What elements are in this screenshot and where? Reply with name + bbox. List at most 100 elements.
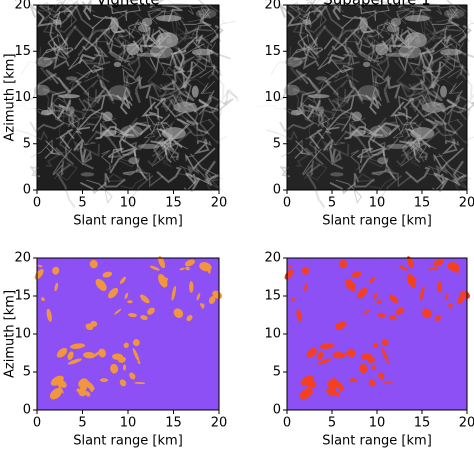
texture bbox=[95, 126, 129, 140]
blob bbox=[317, 358, 332, 365]
texture bbox=[161, 137, 174, 164]
texture bbox=[47, 34, 59, 53]
texture bbox=[125, 52, 141, 86]
texture bbox=[294, 140, 312, 159]
texture bbox=[143, 118, 160, 139]
texture bbox=[405, 166, 431, 184]
texture bbox=[87, 88, 116, 109]
blob bbox=[332, 351, 346, 359]
bright-patch bbox=[80, 172, 95, 177]
blob bbox=[388, 294, 399, 304]
y-tick-label: 0 bbox=[23, 403, 31, 418]
bright-patch bbox=[156, 32, 179, 48]
texture bbox=[158, 156, 175, 168]
texture bbox=[123, 75, 130, 88]
texture bbox=[304, 47, 324, 60]
texture bbox=[173, 51, 191, 89]
bright-patch bbox=[410, 127, 435, 140]
bright-patch bbox=[283, 84, 300, 96]
texture bbox=[123, 51, 135, 64]
texture bbox=[283, 6, 304, 22]
texture bbox=[72, 139, 100, 158]
texture bbox=[105, 4, 128, 21]
blob bbox=[368, 379, 376, 387]
texture bbox=[82, 26, 112, 52]
texture bbox=[377, 138, 399, 157]
texture bbox=[65, 122, 97, 147]
texture bbox=[200, 80, 215, 95]
texture bbox=[440, 22, 474, 41]
blob bbox=[185, 266, 190, 271]
bright-patch bbox=[138, 23, 150, 33]
texture bbox=[344, 37, 360, 67]
texture bbox=[52, 148, 73, 176]
panel: 0 5 10 15 20 0 5 10 15 20 Slant range [km] bbox=[264, 251, 474, 449]
texture bbox=[324, 64, 355, 96]
texture bbox=[199, 64, 216, 79]
texture bbox=[289, 50, 310, 81]
x-axis-label: Slant range [km] bbox=[73, 214, 183, 229]
blob bbox=[85, 323, 94, 331]
blob bbox=[306, 382, 314, 394]
texture bbox=[364, 59, 384, 73]
blob bbox=[41, 297, 45, 302]
y-tick-label: 20 bbox=[264, 251, 281, 266]
blob bbox=[159, 277, 165, 282]
texture bbox=[178, 165, 192, 177]
texture bbox=[410, 4, 432, 23]
texture bbox=[204, 131, 227, 147]
texture bbox=[39, 50, 61, 81]
x-tick-label: 0 bbox=[33, 196, 41, 211]
texture bbox=[397, 0, 421, 16]
texture bbox=[310, 0, 329, 18]
blob bbox=[78, 378, 89, 389]
texture bbox=[170, 141, 189, 158]
texture bbox=[80, 181, 107, 195]
y-tick-label: 5 bbox=[273, 365, 281, 380]
y-tick-label: 10 bbox=[14, 327, 31, 342]
texture bbox=[456, 42, 471, 77]
texture bbox=[55, 146, 75, 166]
panel: 0 5 10 15 20 0 5 10 15 20 Vignette Slant range [km]… bbox=[3, 0, 240, 229]
texture bbox=[56, 0, 67, 13]
texture bbox=[148, 0, 173, 16]
bright-patch bbox=[330, 172, 344, 177]
texture bbox=[100, 149, 111, 171]
bright-patch bbox=[40, 109, 53, 116]
y-tick-label: 10 bbox=[264, 327, 281, 342]
texture bbox=[337, 88, 365, 109]
y-tick-label: 5 bbox=[23, 136, 31, 151]
texture bbox=[147, 148, 162, 167]
panel-title: Vignette bbox=[96, 0, 159, 9]
texture bbox=[28, 3, 53, 27]
blob bbox=[372, 342, 378, 348]
bright-patch bbox=[404, 15, 430, 22]
blob bbox=[334, 391, 340, 397]
texture bbox=[149, 94, 182, 111]
texture bbox=[99, 79, 115, 102]
texture bbox=[393, 59, 411, 93]
x-tick-label: 5 bbox=[328, 416, 336, 431]
texture bbox=[452, 131, 474, 147]
texture bbox=[311, 5, 328, 24]
texture bbox=[306, 33, 318, 55]
texture bbox=[78, 53, 96, 64]
texture bbox=[394, 113, 417, 131]
texture bbox=[433, 36, 450, 73]
texture bbox=[118, 127, 137, 157]
x-tick-label: 5 bbox=[78, 196, 86, 211]
y-tick-label: 20 bbox=[14, 251, 31, 266]
y-tick-label: 15 bbox=[14, 289, 31, 304]
blob bbox=[89, 384, 94, 393]
texture bbox=[329, 50, 353, 65]
texture bbox=[295, 152, 316, 167]
blob bbox=[371, 364, 376, 371]
bright-patch bbox=[351, 129, 366, 137]
texture bbox=[334, 90, 361, 122]
texture bbox=[374, 0, 390, 15]
texture bbox=[159, 83, 174, 113]
texture bbox=[184, 28, 213, 36]
blob bbox=[300, 375, 314, 386]
texture bbox=[78, 98, 105, 116]
texture bbox=[356, 147, 373, 164]
